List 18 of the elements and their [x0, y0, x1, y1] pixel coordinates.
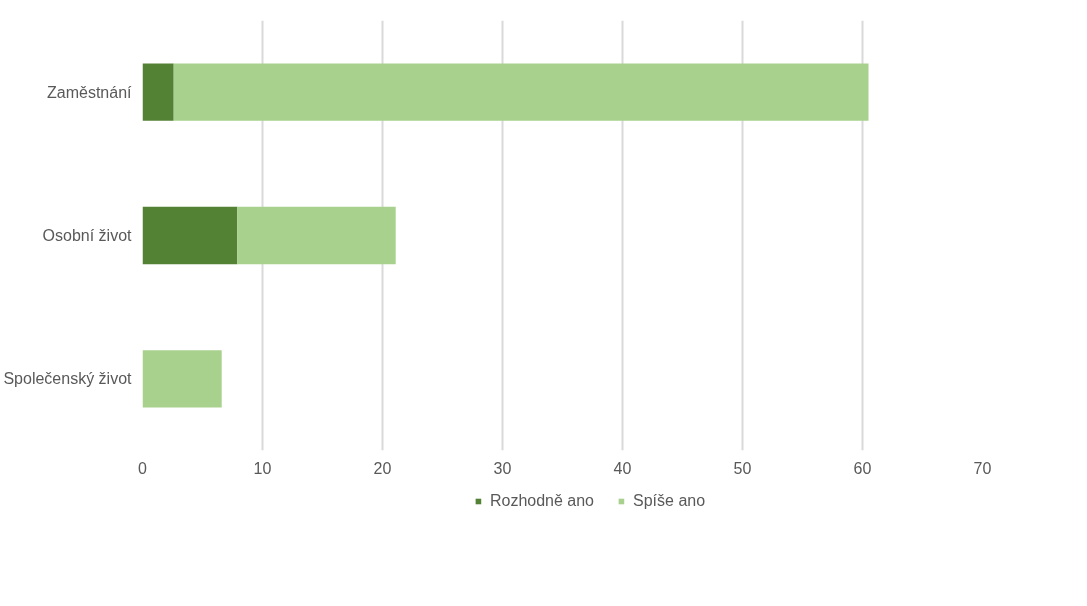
x-tick-label: 10: [253, 459, 272, 477]
y-tick-label: Osobní život: [42, 227, 133, 244]
x-tick-label: 50: [733, 459, 752, 477]
bar: [142, 206, 238, 265]
bar: [142, 350, 222, 408]
bar: [173, 63, 869, 121]
bar: [142, 63, 174, 121]
y-tick-label: Společenský život: [3, 370, 133, 388]
x-tick-label: 0: [138, 459, 148, 477]
legend-label: Spíše ano: [633, 492, 706, 510]
bar: [237, 206, 396, 265]
legend-label: Rozhodně ano: [489, 492, 595, 510]
x-tick-label: 60: [853, 459, 872, 477]
x-tick-label: 70: [973, 459, 992, 477]
x-tick-label: 40: [613, 459, 632, 477]
x-tick-label: 20: [373, 459, 392, 477]
x-tick-label: 30: [493, 459, 512, 477]
y-tick-label: Zaměstnání: [47, 83, 133, 101]
